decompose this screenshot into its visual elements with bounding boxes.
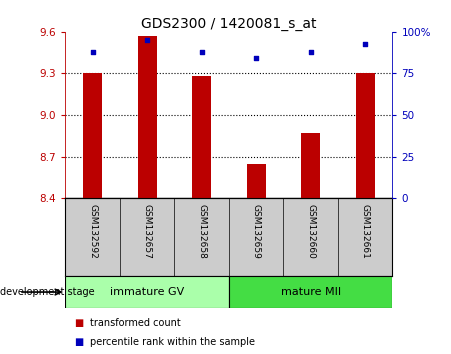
Text: immature GV: immature GV: [110, 287, 184, 297]
Text: GSM132660: GSM132660: [306, 205, 315, 259]
Bar: [192, 76, 211, 198]
Point: [198, 49, 205, 55]
Text: development stage: development stage: [0, 287, 95, 297]
Bar: [355, 74, 375, 198]
Text: GSM132592: GSM132592: [88, 205, 97, 259]
Text: GSM132658: GSM132658: [197, 205, 206, 259]
Point: [143, 38, 151, 43]
Bar: [65, 276, 229, 308]
Point: [362, 41, 369, 46]
Text: mature MII: mature MII: [281, 287, 341, 297]
Text: GSM132657: GSM132657: [143, 205, 152, 259]
Text: percentile rank within the sample: percentile rank within the sample: [90, 337, 255, 347]
Point: [253, 56, 260, 61]
Bar: [229, 276, 392, 308]
Text: ■: ■: [74, 318, 84, 328]
Bar: [83, 74, 102, 198]
Bar: [138, 36, 156, 198]
Text: GSM132661: GSM132661: [361, 205, 370, 259]
Text: transformed count: transformed count: [90, 318, 181, 328]
Point: [307, 49, 314, 55]
Point: [89, 49, 96, 55]
Bar: [301, 133, 320, 198]
Text: GSM132659: GSM132659: [252, 205, 261, 259]
Text: ■: ■: [74, 337, 84, 347]
Bar: [247, 164, 266, 198]
Title: GDS2300 / 1420081_s_at: GDS2300 / 1420081_s_at: [141, 17, 317, 31]
